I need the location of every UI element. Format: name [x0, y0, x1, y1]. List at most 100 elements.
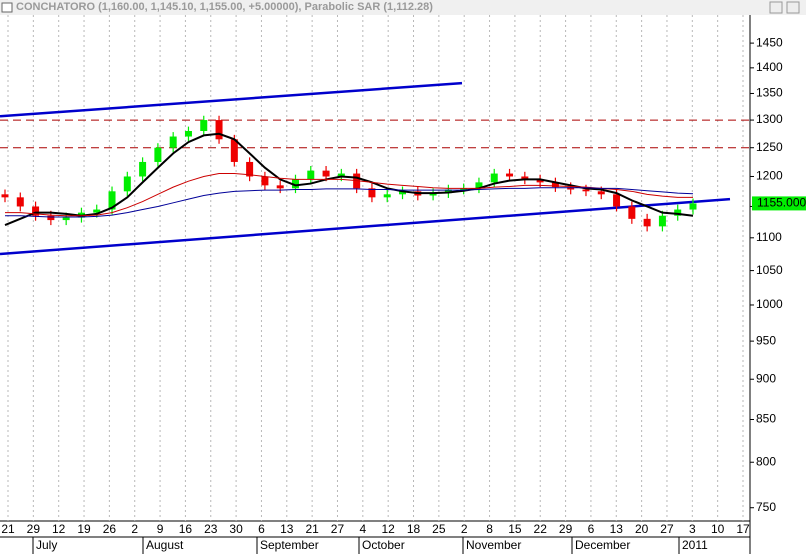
y-tick-label: 750 [756, 500, 776, 514]
x-tick-label: 30 [229, 522, 243, 536]
x-tick-label: 19 [77, 522, 91, 536]
month-label: July [36, 538, 57, 552]
candle-body [551, 182, 559, 188]
candle-body [521, 176, 529, 180]
trendline [0, 81, 463, 118]
y-tick-label: 1350 [756, 86, 783, 100]
x-tick-label: 16 [179, 522, 193, 536]
x-tick-label: 4 [359, 522, 366, 536]
x-tick-label: 6 [588, 522, 595, 536]
y-tick-label: 1300 [756, 112, 783, 126]
candle-body [215, 120, 223, 140]
month-label: 2011 [682, 538, 708, 552]
candle-body [200, 120, 208, 131]
candle-body [62, 217, 70, 221]
candle-body [322, 170, 330, 177]
candle-body [1, 194, 9, 198]
x-tick-label: 9 [157, 522, 164, 536]
x-tick-label: 22 [534, 522, 548, 536]
x-tick-label: 2 [131, 522, 138, 536]
candle-body [613, 194, 621, 207]
x-tick-label: 21 [305, 522, 319, 536]
x-tick-label: 29 [27, 522, 41, 536]
candle-body [536, 179, 544, 183]
x-tick-label: 25 [432, 522, 446, 536]
x-tick-label: 3 [689, 522, 696, 536]
candle-body [368, 188, 376, 198]
restore-button[interactable] [769, 1, 783, 14]
window-icon [1, 2, 13, 13]
x-tick-label: 21 [1, 522, 15, 536]
month-label: September [260, 538, 319, 552]
candle-body [276, 185, 284, 189]
x-tick-label: 12 [381, 522, 395, 536]
title-bar [0, 0, 806, 15]
y-tick-label: 1250 [756, 140, 783, 154]
chart-title: CONCHATORO (1,160.00, 1,145.10, 1,155.00… [16, 1, 433, 13]
x-tick-label: 27 [660, 522, 674, 536]
y-tick-label: 1050 [756, 263, 783, 277]
candle-body [582, 189, 590, 192]
x-tick-label: 26 [103, 522, 117, 536]
last-value-box [752, 196, 806, 211]
candle-body [169, 136, 177, 148]
candle-body [184, 130, 192, 137]
candle-body [291, 179, 299, 189]
x-tick-label: 15 [508, 522, 522, 536]
moving-average [5, 173, 693, 217]
y-tick-label: 950 [756, 333, 776, 347]
x-tick-label: 20 [635, 522, 649, 536]
month-label: August [146, 538, 184, 552]
candle-body [383, 194, 391, 198]
candle-body [108, 191, 116, 210]
y-tick-label: 1400 [756, 60, 783, 74]
x-tick-label: 2 [461, 522, 468, 536]
x-tick-label: 13 [610, 522, 624, 536]
y-tick-label: 900 [756, 371, 776, 385]
candle-body [123, 176, 131, 192]
candle-body [261, 176, 269, 186]
close-button[interactable] [786, 1, 800, 14]
candle-body [307, 170, 315, 180]
last-value-label: 1155.000 [757, 196, 806, 210]
candle-body [154, 147, 162, 162]
candle-body [674, 209, 682, 216]
candle-body [139, 161, 147, 177]
x-tick-label: 12 [52, 522, 66, 536]
candle-body [444, 189, 452, 194]
candle-body [490, 173, 498, 183]
candle-body [460, 188, 468, 190]
x-tick-label: 13 [280, 522, 294, 536]
month-label: December [575, 538, 630, 552]
candle-body [643, 218, 651, 227]
x-tick-label: 18 [407, 522, 421, 536]
y-tick-label: 1450 [756, 35, 783, 49]
month-label: October [362, 538, 405, 552]
x-tick-label: 6 [258, 522, 265, 536]
candle-body [47, 215, 55, 221]
y-tick-label: 1100 [756, 230, 782, 244]
x-tick-label: 10 [711, 522, 725, 536]
candle-body [628, 206, 636, 219]
y-tick-label: 1000 [756, 297, 783, 311]
candle-body [16, 197, 24, 207]
candle-body [567, 187, 575, 190]
x-tick-label: 17 [736, 522, 750, 536]
candle-body [689, 203, 697, 210]
x-tick-label: 29 [559, 522, 573, 536]
y-tick-label: 1200 [756, 169, 783, 183]
candle-body [429, 193, 437, 196]
candle-body [597, 191, 605, 195]
x-tick-label: 8 [486, 522, 493, 536]
moving-average [5, 187, 694, 218]
candle-body [337, 173, 345, 177]
trendline [0, 197, 731, 256]
month-label: November [466, 538, 521, 552]
y-tick-label: 850 [756, 412, 776, 426]
candle-body [246, 161, 254, 177]
y-tick-label: 800 [756, 454, 776, 468]
candle-body [93, 209, 101, 213]
x-tick-label: 27 [331, 522, 345, 536]
